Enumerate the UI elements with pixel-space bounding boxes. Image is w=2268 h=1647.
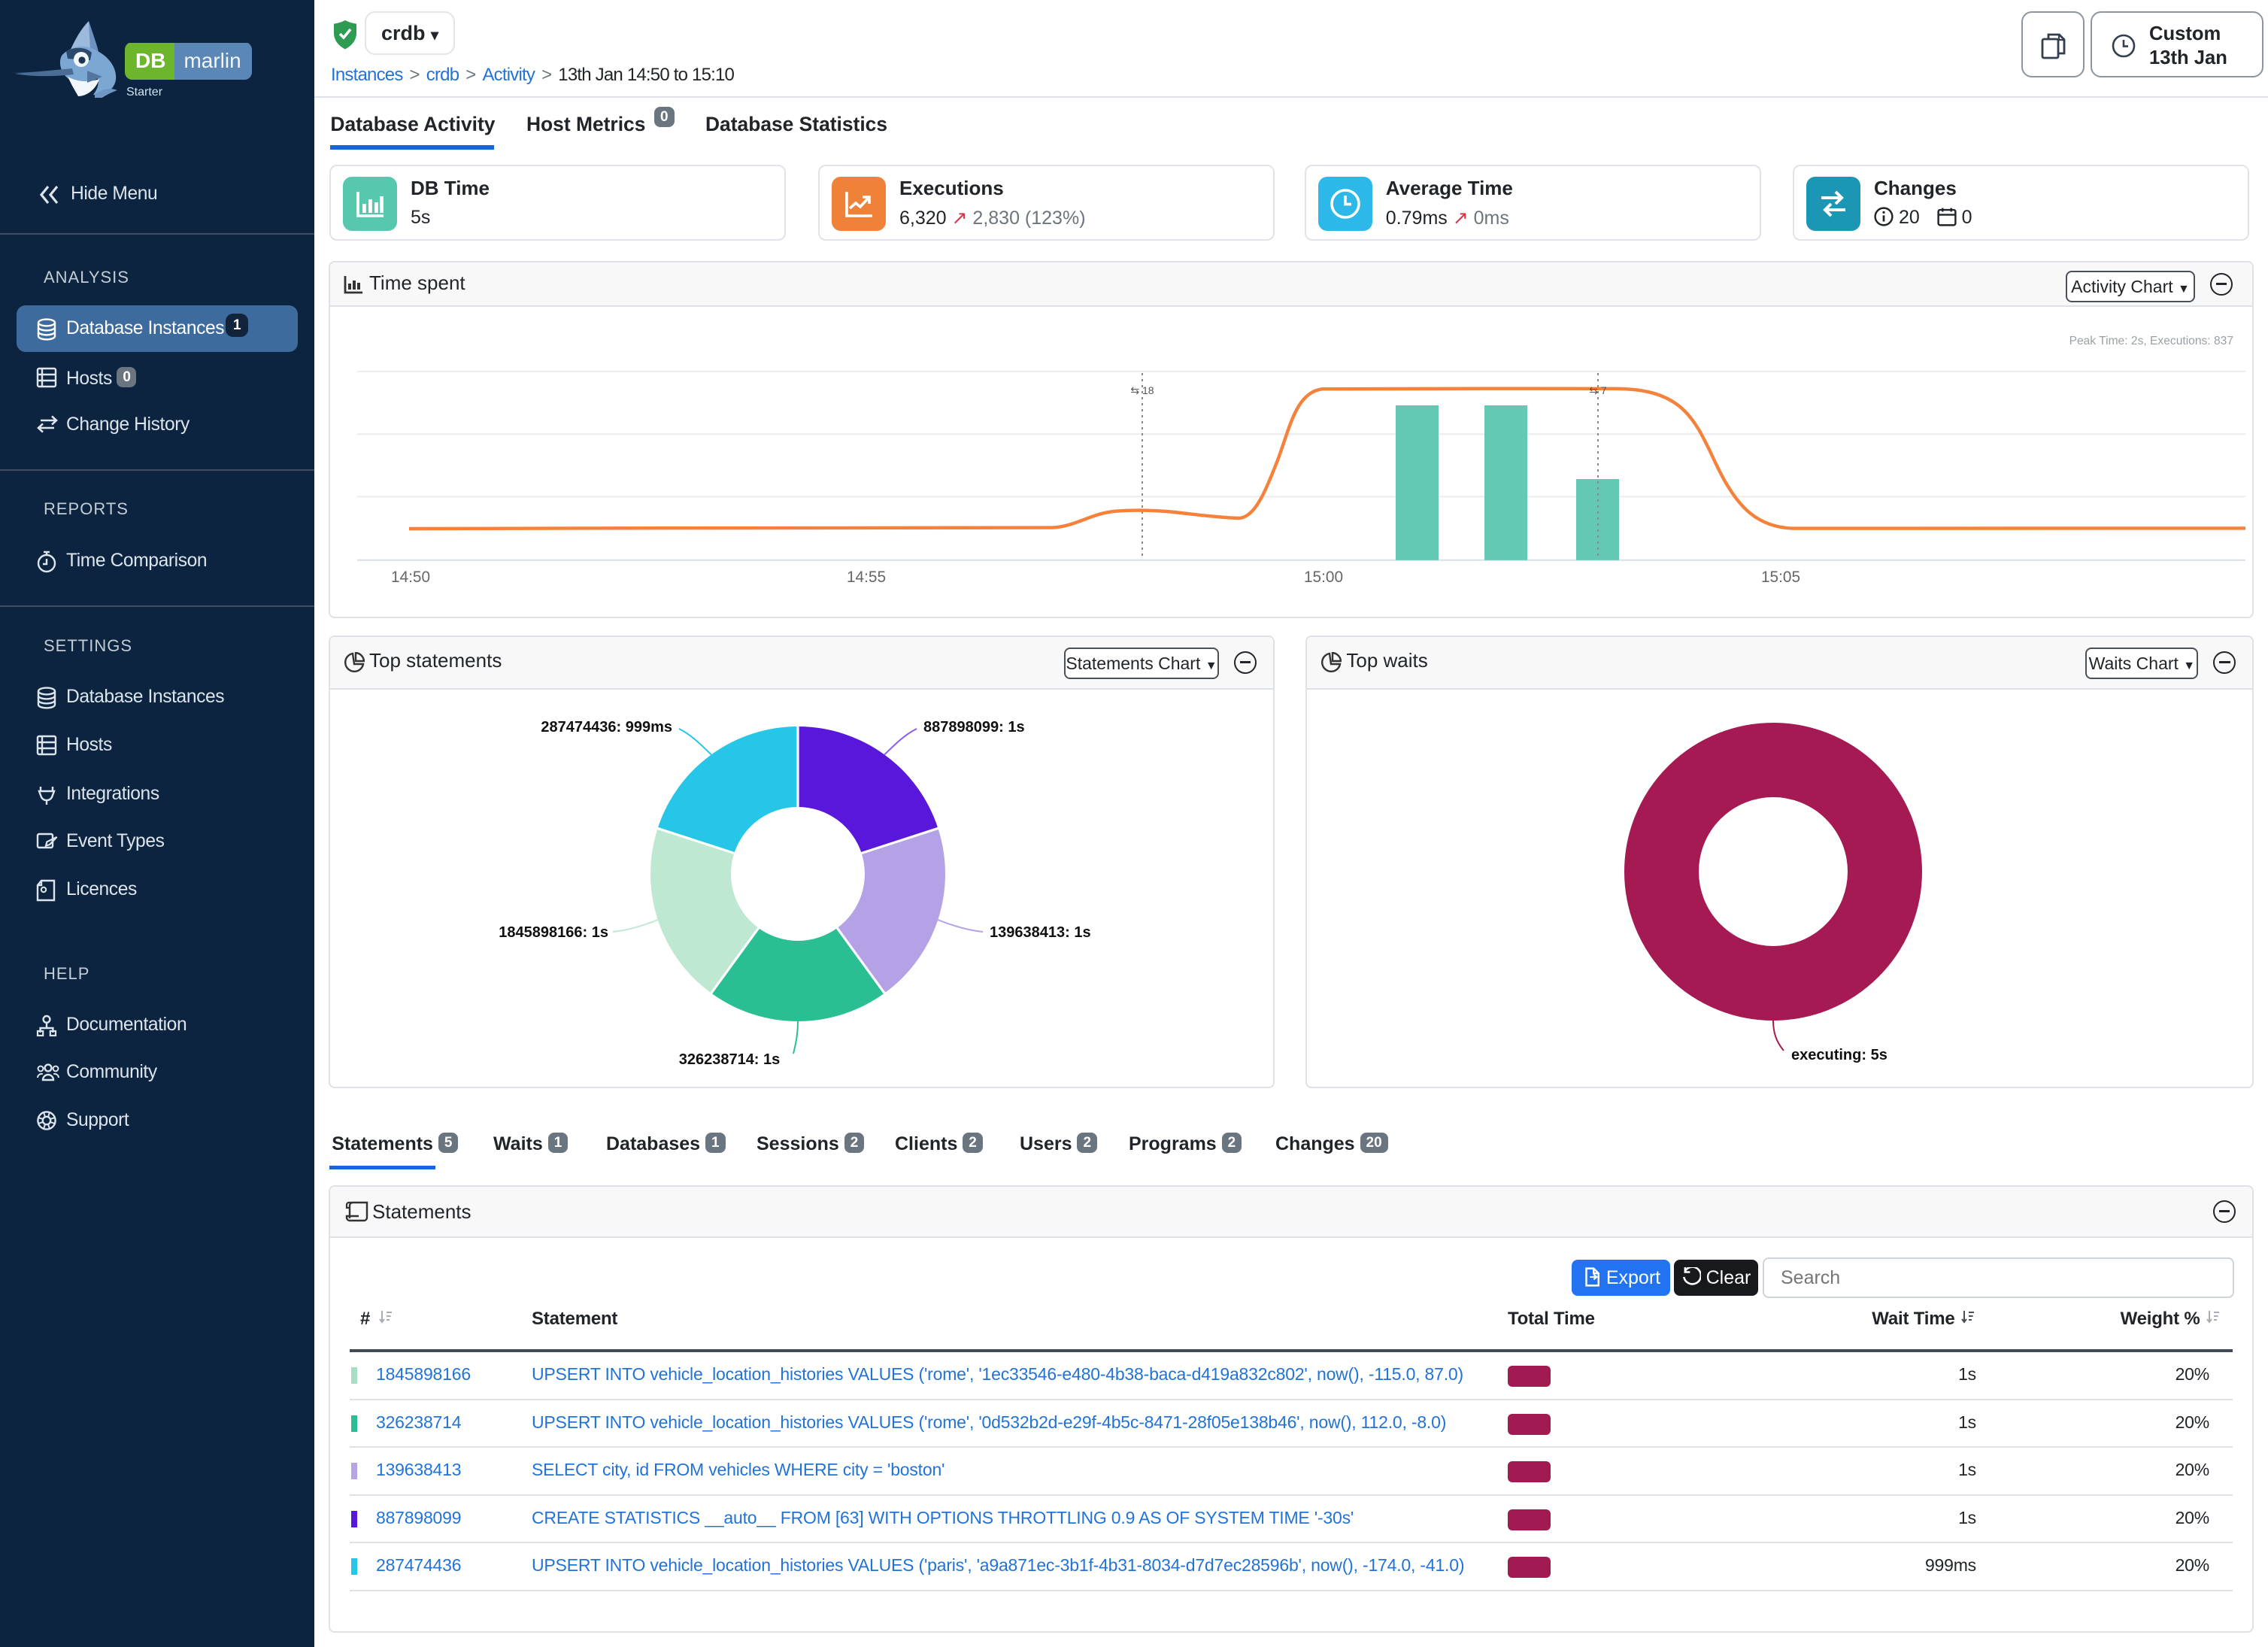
svg-text:887898099: 1s: 887898099: 1s xyxy=(923,719,1025,736)
svg-text:287474436: 999ms: 287474436: 999ms xyxy=(541,719,672,736)
svg-text:15:00: 15:00 xyxy=(1304,569,1343,586)
svg-text:⇆ 18: ⇆ 18 xyxy=(1130,384,1154,396)
svg-text:⇆ 7: ⇆ 7 xyxy=(1589,384,1607,396)
svg-text:Peak Time: 2s, Executions: 837: Peak Time: 2s, Executions: 837 xyxy=(2069,335,2233,347)
svg-text:14:50: 14:50 xyxy=(391,569,430,586)
svg-text:139638413: 1s: 139638413: 1s xyxy=(990,924,1091,941)
svg-text:326238714: 1s: 326238714: 1s xyxy=(679,1051,781,1068)
svg-text:14:55: 14:55 xyxy=(847,569,886,586)
svg-text:1845898166: 1s: 1845898166: 1s xyxy=(499,924,608,941)
svg-text:15:05: 15:05 xyxy=(1761,569,1800,586)
svg-text:executing: 5s: executing: 5s xyxy=(1791,1047,1887,1063)
